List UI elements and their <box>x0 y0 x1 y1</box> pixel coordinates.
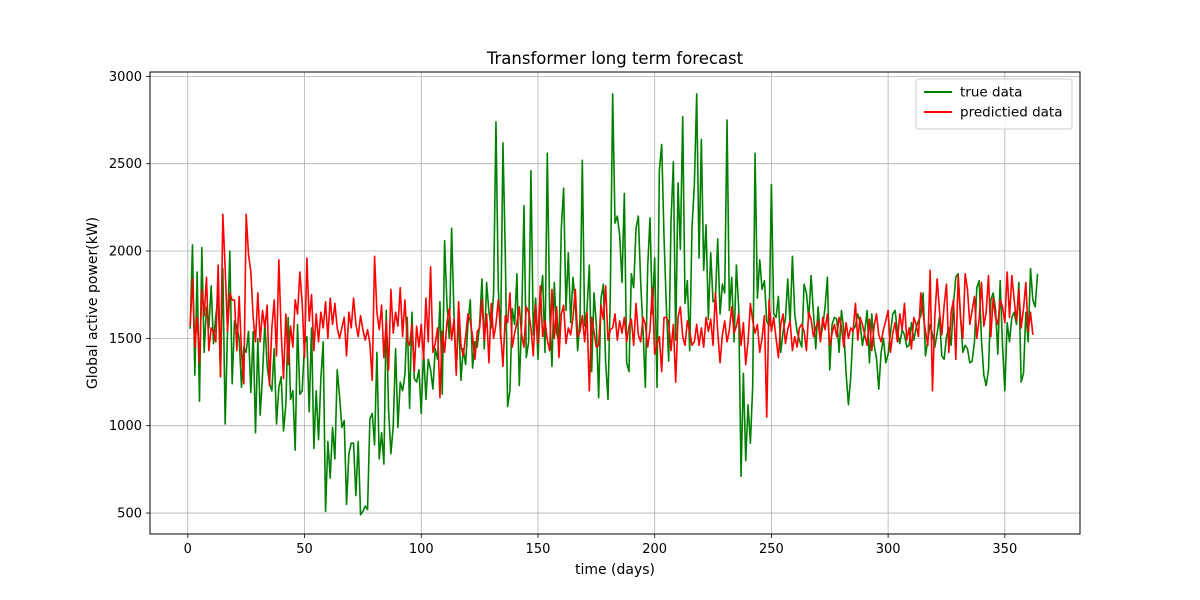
x-tick-label: 100 <box>409 542 434 557</box>
grid-lines <box>150 72 1080 534</box>
x-tick-label: 150 <box>526 542 551 557</box>
x-tick-label: 200 <box>642 542 667 557</box>
y-tick-label: 1000 <box>109 419 142 434</box>
y-tick-label: 3000 <box>109 70 142 85</box>
y-tick-label: 1500 <box>109 332 142 347</box>
legend-box <box>915 78 1073 130</box>
y-axis-ticks: 500 1000 1500 2000 2500 3000 <box>109 70 150 522</box>
y-tick-label: 2500 <box>109 157 142 172</box>
x-tick-label: 350 <box>992 542 1017 557</box>
legend-label: true data <box>960 85 1022 101</box>
y-axis-label: Global active power(kW) <box>85 217 101 389</box>
x-axis-label: time (days) <box>575 562 655 578</box>
series-layer <box>189 93 1039 516</box>
y-tick-label: 500 <box>117 507 142 522</box>
series-line-true-data <box>189 93 1039 516</box>
x-tick-label: 0 <box>184 542 192 557</box>
x-tick-label: 250 <box>759 542 784 557</box>
x-tick-label: 50 <box>296 542 313 557</box>
chart-title: Transformer long term forecast <box>486 49 744 68</box>
series-line-predicted-data <box>189 213 1034 418</box>
y-tick-label: 2000 <box>109 245 142 260</box>
x-axis-ticks: 0 50 100 150 200 250 300 350 <box>184 534 1017 557</box>
plot-frame <box>149 71 1081 535</box>
legend: true data predictied data <box>915 78 1073 130</box>
legend-label: predictied data <box>960 105 1063 121</box>
x-tick-label: 300 <box>876 542 901 557</box>
